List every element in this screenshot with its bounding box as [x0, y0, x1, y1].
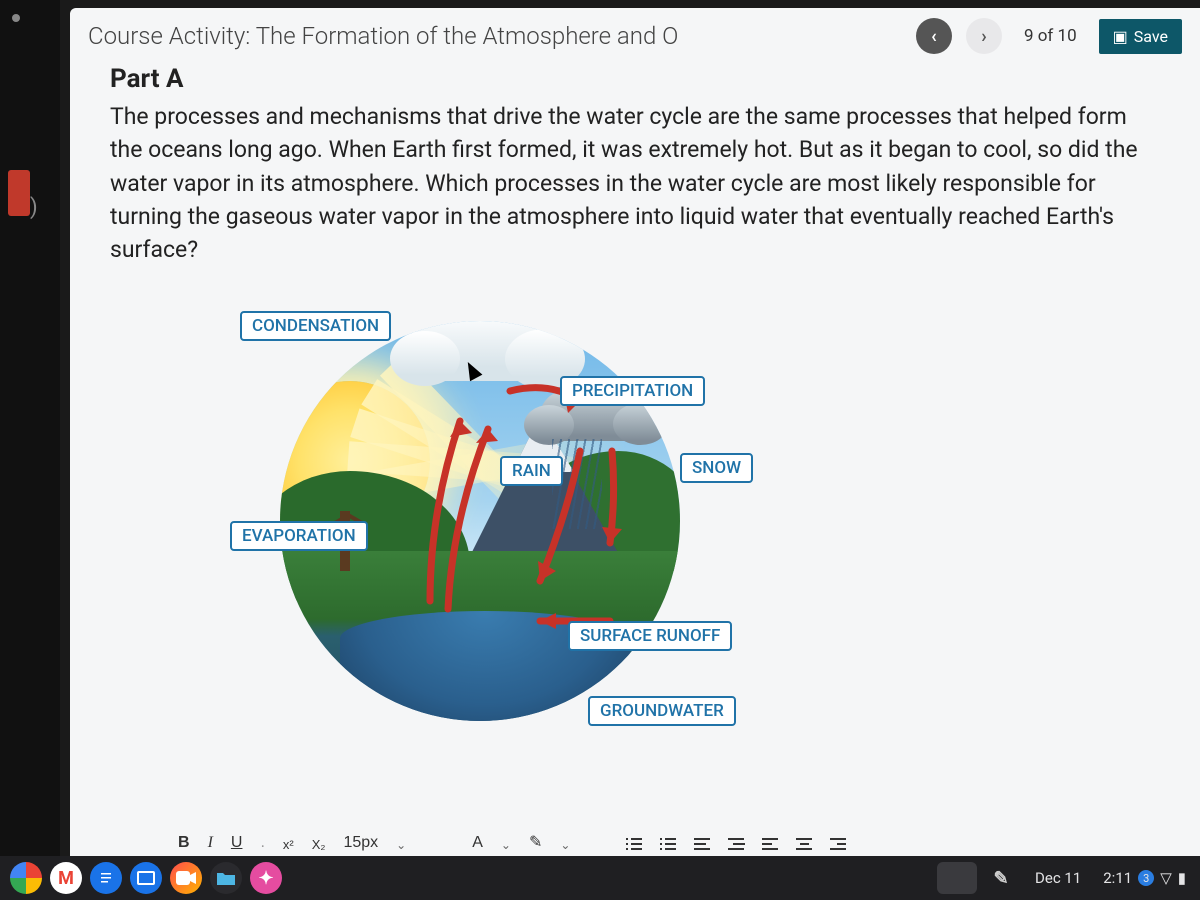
app-icon-1[interactable] — [130, 862, 162, 894]
save-button[interactable]: ▣ Save — [1099, 19, 1182, 54]
part-label: Part A — [110, 64, 1160, 94]
font-size-selector[interactable]: 15px — [343, 834, 378, 852]
rail-paren: ) — [30, 195, 38, 220]
label-groundwater: GROUNDWATER — [588, 696, 736, 726]
chevron-down-icon-3: ⌄ — [560, 838, 570, 852]
header-bar: Course Activity: The Formation of the At… — [70, 8, 1200, 60]
align-right-button[interactable] — [830, 838, 846, 852]
highlight-button[interactable]: ✎ — [529, 832, 542, 852]
underline-button[interactable]: U — [231, 834, 243, 852]
app-window: Course Activity: The Formation of the At… — [70, 8, 1200, 856]
arrow-snow-head — [602, 527, 622, 543]
wifi-icon: ▽ — [1160, 869, 1172, 887]
content-area: Part A The processes and mechanisms that… — [70, 60, 1200, 751]
time-text: 2:11 — [1103, 869, 1132, 887]
label-snow: SNOW — [680, 453, 753, 483]
arrow-evaporation — [430, 421, 460, 601]
label-precipitation: PRECIPITATION — [560, 376, 705, 406]
tray-icon[interactable] — [937, 862, 977, 894]
superscript-button[interactable]: x² — [283, 837, 294, 852]
question-text: The processes and mechanisms that drive … — [110, 100, 1160, 267]
tab-indicator — [12, 14, 20, 22]
bold-button[interactable]: B — [178, 834, 190, 852]
browser-left-rail: ) — [0, 0, 60, 856]
camera-icon[interactable] — [170, 862, 202, 894]
notification-badge: 3 — [1138, 870, 1154, 886]
taskbar-date[interactable]: Dec 11 — [1025, 869, 1091, 887]
pen-icon[interactable]: ✎ — [985, 862, 1017, 894]
course-title: Course Activity: The Formation of the At… — [88, 22, 902, 50]
label-condensation: CONDENSATION — [240, 311, 391, 341]
outdent-button[interactable] — [694, 838, 710, 852]
next-button[interactable]: › — [966, 18, 1002, 54]
arrow-runoff-head — [540, 613, 556, 629]
chevron-down-icon: ⌄ — [396, 838, 406, 852]
align-center-button[interactable] — [796, 838, 812, 852]
align-left-button[interactable] — [762, 838, 778, 852]
chevron-right-icon: › — [981, 26, 986, 47]
editor-toolbar: B I U . x² X₂ 15px ⌄ A ⌄ ✎ ⌄ — [170, 828, 854, 856]
save-exit-icon: ▣ — [1113, 27, 1128, 46]
bullet-list-button[interactable] — [626, 838, 642, 852]
arrow-evap-head — [450, 421, 472, 437]
label-rain: RAIN — [500, 456, 563, 486]
app-icon-pink[interactable]: ✦ — [250, 862, 282, 894]
indent-button[interactable] — [728, 838, 744, 852]
subscript-button[interactable]: X₂ — [312, 837, 326, 852]
rail-chip — [8, 170, 30, 216]
label-surface-runoff: SURFACE RUNOFF — [568, 621, 732, 651]
taskbar: M ✦ ✎ Dec 11 2:11 3 ▽ ▮ — [0, 856, 1200, 900]
chevron-left-icon: ‹ — [931, 26, 937, 47]
gmail-icon[interactable]: M — [50, 862, 82, 894]
files-icon[interactable] — [210, 862, 242, 894]
taskbar-time[interactable]: 2:11 3 ▽ ▮ — [1099, 869, 1190, 887]
number-list-button[interactable] — [660, 838, 676, 852]
font-color-button[interactable]: A — [472, 834, 483, 852]
label-evaporation: EVAPORATION — [230, 521, 368, 551]
water-cycle-diagram: CONDENSATION PRECIPITATION RAIN SNOW EVA… — [170, 281, 790, 751]
battery-icon: ▮ — [1178, 869, 1186, 887]
italic-button[interactable]: I — [208, 834, 213, 852]
docs-icon[interactable] — [90, 862, 122, 894]
arrow-evap2-head — [476, 429, 498, 443]
page-counter: 9 of 10 — [1016, 26, 1085, 46]
arrow-evaporation-2 — [448, 429, 488, 609]
save-label: Save — [1134, 27, 1168, 46]
chrome-icon[interactable] — [10, 862, 42, 894]
prev-button[interactable]: ‹ — [916, 18, 952, 54]
chevron-down-icon-2: ⌄ — [501, 838, 511, 852]
